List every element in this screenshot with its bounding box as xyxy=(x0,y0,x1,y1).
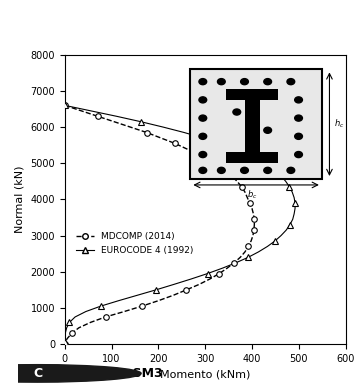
X-axis label: Momento (kNm): Momento (kNm) xyxy=(160,369,251,379)
Legend: MDCOMP (2014), EUROCODE 4 (1992): MDCOMP (2014), EUROCODE 4 (1992) xyxy=(72,229,197,258)
Text: Section SM3: Section SM3 xyxy=(76,367,163,380)
Y-axis label: Normal (kN): Normal (kN) xyxy=(15,166,25,233)
Circle shape xyxy=(0,365,141,382)
Text: c. Composite steel-concrete column: c. Composite steel-concrete column xyxy=(68,18,292,29)
Text: C: C xyxy=(33,367,42,380)
